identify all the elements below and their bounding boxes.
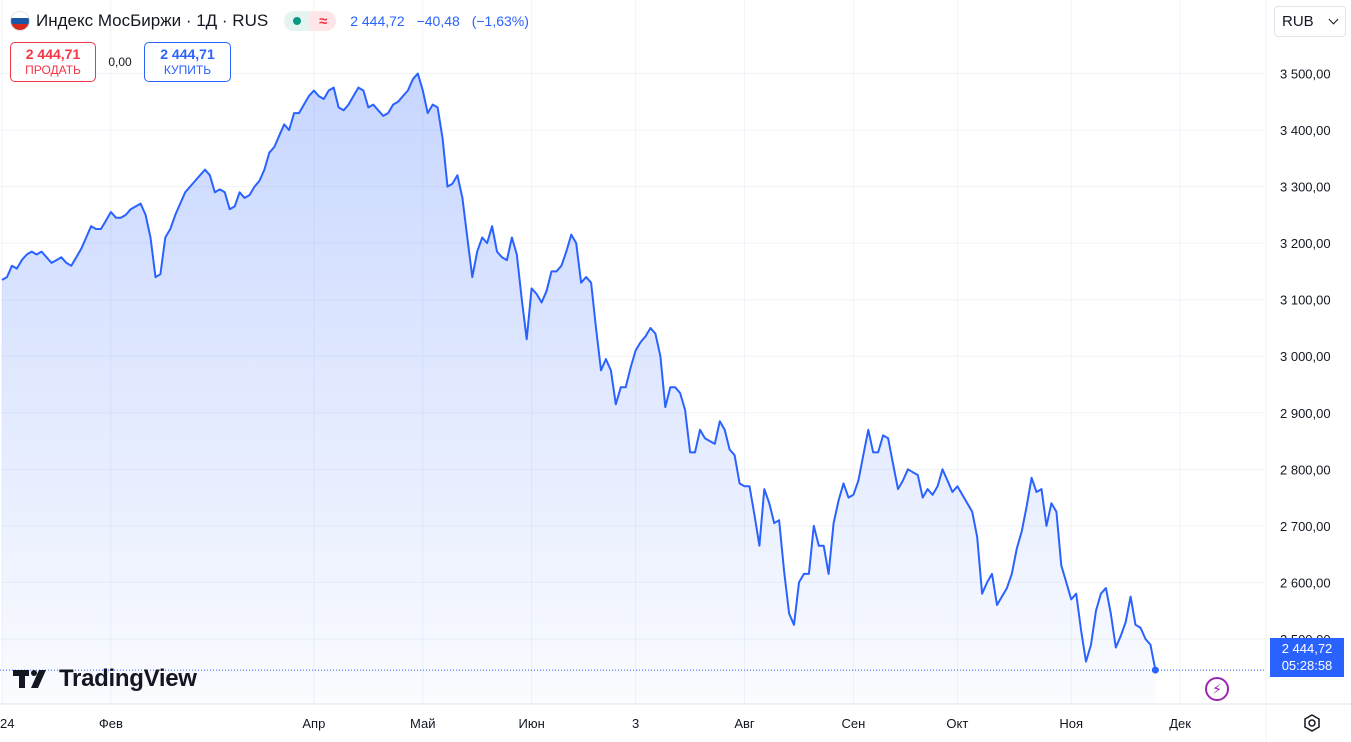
x-tick-label: Сен xyxy=(841,716,865,731)
y-tick-label: 3 000,00 xyxy=(1280,349,1331,364)
x-tick-label: 3 xyxy=(632,716,639,731)
x-tick-label: Окт xyxy=(946,716,968,731)
price-axis[interactable]: 2 500,002 600,002 700,002 800,002 900,00… xyxy=(1280,67,1331,647)
lightning-icon[interactable]: ⚡ xyxy=(1205,677,1229,701)
currency-value: RUB xyxy=(1282,13,1314,30)
currency-select[interactable]: RUB xyxy=(1274,6,1346,37)
x-tick-label: Апр xyxy=(302,716,325,731)
spread-value: 0,00 xyxy=(108,55,132,69)
last-price-value: 2 444,72 xyxy=(1281,641,1333,656)
x-tick-label: Авг xyxy=(734,716,755,731)
settings-gear-icon[interactable] xyxy=(1302,713,1322,733)
x-tick-label: Май xyxy=(410,716,435,731)
last-price-label: 2 444,72 05:28:58 xyxy=(1270,638,1344,677)
price-area-fill xyxy=(2,73,1156,704)
market-status[interactable]: ≈ xyxy=(284,11,337,31)
y-tick-label: 2 900,00 xyxy=(1280,406,1331,421)
symbol-title[interactable]: Индекс МосБиржи · 1Д · RUS xyxy=(36,11,269,30)
y-tick-label: 2 800,00 xyxy=(1280,462,1331,477)
price-change: −40,48 xyxy=(416,13,460,29)
sell-label: ПРОДАТЬ xyxy=(25,63,81,77)
approx-wave-icon[interactable]: ≈ xyxy=(310,11,337,31)
trade-buttons: 2 444,71 ПРОДАТЬ 0,00 2 444,71 КУПИТЬ xyxy=(10,42,231,82)
x-tick-label: Июн xyxy=(519,716,545,731)
buy-label: КУПИТЬ xyxy=(163,63,212,77)
buy-button[interactable]: 2 444,71 КУПИТЬ xyxy=(144,42,231,82)
x-tick-label: 24 xyxy=(0,716,14,731)
bar-countdown: 05:28:58 xyxy=(1281,658,1333,673)
sell-button[interactable]: 2 444,71 ПРОДАТЬ xyxy=(10,42,96,82)
price-change-info: 2 444,72 −40,48 (−1,63%) xyxy=(350,13,537,29)
y-tick-label: 2 600,00 xyxy=(1280,575,1331,590)
sell-price: 2 444,71 xyxy=(25,46,81,62)
price-line xyxy=(1,72,1157,671)
x-tick-label: Дек xyxy=(1169,716,1191,731)
price-change-pct: (−1,63%) xyxy=(471,13,529,29)
y-tick-label: 3 400,00 xyxy=(1280,123,1331,138)
x-tick-label: Фев xyxy=(99,716,123,731)
y-tick-label: 2 700,00 xyxy=(1280,519,1331,534)
tradingview-logo-icon xyxy=(13,670,46,688)
y-tick-label: 3 300,00 xyxy=(1280,180,1331,195)
tradingview-logo[interactable]: TradingView xyxy=(13,665,197,693)
chevron-down-icon xyxy=(1328,14,1339,25)
buy-price: 2 444,71 xyxy=(160,46,215,62)
x-tick-label: Ноя xyxy=(1059,716,1083,731)
last-price-dot xyxy=(1151,666,1159,674)
y-tick-label: 3 100,00 xyxy=(1280,293,1331,308)
russia-flag-icon xyxy=(10,11,30,31)
time-axis[interactable]: 24 Фев Апр Май Июн 3 Авг Сен Окт Ноя Дек xyxy=(0,716,1191,731)
symbol-legend: Индекс МосБиржи · 1Д · RUS ≈ 2 444,72 −4… xyxy=(10,8,537,34)
y-tick-label: 3 500,00 xyxy=(1280,67,1331,82)
tradingview-logo-text: TradingView xyxy=(59,665,197,692)
market-open-dot[interactable] xyxy=(284,11,311,31)
current-price: 2 444,72 xyxy=(350,13,405,29)
y-tick-label: 3 200,00 xyxy=(1280,236,1331,251)
